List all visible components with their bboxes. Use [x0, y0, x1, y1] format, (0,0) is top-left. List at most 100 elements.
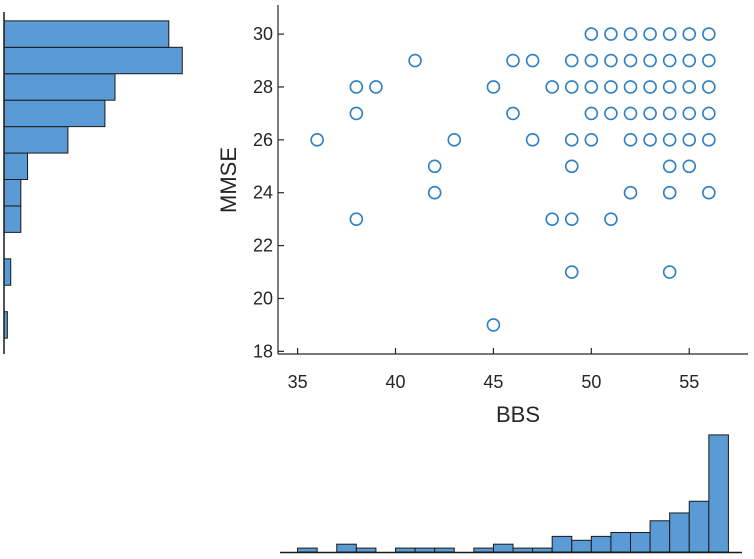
- data-point: [427, 159, 442, 174]
- data-point: [623, 27, 638, 41]
- data-point: [623, 80, 638, 94]
- data-point: [564, 159, 579, 174]
- y-tick-label: 24: [253, 183, 273, 203]
- data-point: [643, 27, 657, 41]
- data-point: [486, 80, 501, 94]
- data-point: [702, 27, 716, 41]
- y-tick-label: 30: [253, 24, 273, 44]
- bbs-histogram-bar: [551, 535, 573, 553]
- data-point: [604, 106, 618, 121]
- bbs-histogram-bar: [669, 512, 690, 553]
- data-point: [682, 159, 697, 174]
- y-tick-label: 28: [253, 77, 273, 97]
- x-tick-label: 50: [581, 372, 601, 392]
- mmse-histogram-bar: [3, 20, 170, 48]
- x-tick-label: 40: [385, 372, 405, 392]
- y-axis-title: MMSE: [216, 147, 241, 213]
- x-ticks: 35 40 45 50 55: [288, 348, 699, 392]
- mmse-histogram-bar: [3, 46, 183, 75]
- data-point: [506, 53, 520, 68]
- data-point: [702, 133, 716, 147]
- data-point: [682, 53, 697, 68]
- bbs-histogram-bar: [297, 547, 318, 553]
- data-point: [702, 80, 716, 94]
- data-point: [564, 53, 579, 68]
- data-point: [349, 80, 364, 94]
- bbs-histogram-bar: [414, 547, 436, 553]
- mmse-histogram-bar: [3, 258, 12, 286]
- data-point: [408, 53, 422, 68]
- data-point: [584, 133, 599, 147]
- data-point: [584, 53, 599, 68]
- data-point: [643, 53, 657, 68]
- data-point: [564, 80, 579, 94]
- data-point: [702, 185, 716, 200]
- data-point: [584, 80, 599, 94]
- bbs-histogram-bar: [630, 531, 651, 553]
- data-point: [662, 27, 677, 41]
- data-point: [662, 185, 677, 200]
- data-point: [584, 106, 599, 121]
- data-point: [643, 80, 657, 94]
- bbs-histogram-bar: [532, 547, 553, 553]
- data-point: [662, 53, 677, 68]
- scatter-points: [310, 27, 716, 332]
- mmse-histogram-bar: [3, 205, 22, 233]
- data-point: [662, 80, 677, 94]
- bbs-histogram-bar: [492, 543, 514, 553]
- data-point: [643, 133, 657, 147]
- data-point: [564, 212, 579, 226]
- bbs-histogram-bar: [473, 547, 494, 553]
- mmse-histogram-bar: [3, 126, 69, 154]
- bbs-histogram-bar: [708, 434, 729, 553]
- data-point: [682, 133, 697, 147]
- data-point: [702, 53, 716, 68]
- data-point: [604, 80, 618, 94]
- data-point: [310, 133, 324, 147]
- data-point: [604, 27, 618, 41]
- bbs-histogram-bar: [590, 535, 612, 553]
- data-point: [349, 106, 364, 121]
- bbs-histogram-bar: [434, 547, 455, 553]
- bbs-histogram-bar: [512, 547, 534, 553]
- data-point: [545, 80, 559, 94]
- y-tick-label: 18: [253, 341, 273, 361]
- data-point: [623, 133, 638, 147]
- bbs-histogram-bar: [571, 539, 592, 553]
- data-point: [369, 80, 383, 94]
- x-tick-label: 55: [679, 372, 699, 392]
- data-point: [427, 185, 442, 200]
- data-point: [564, 133, 579, 147]
- bbs-histogram-bar: [610, 531, 632, 553]
- bbs-histogram-bar: [336, 543, 357, 553]
- data-point: [525, 133, 540, 147]
- y-tick-label: 20: [253, 288, 273, 308]
- x-axis-title: BBS: [496, 402, 540, 427]
- data-point: [486, 318, 501, 332]
- data-point: [525, 53, 540, 68]
- y-tick-label: 22: [253, 236, 273, 256]
- data-point: [662, 133, 677, 147]
- x-tick-label: 45: [483, 372, 503, 392]
- x-tick-label: 35: [288, 372, 308, 392]
- data-point: [682, 80, 697, 94]
- data-point: [447, 133, 462, 147]
- data-point: [682, 27, 697, 41]
- data-point: [662, 159, 677, 174]
- y-tick-label: 26: [253, 130, 273, 150]
- data-point: [506, 106, 520, 121]
- mmse-histogram-bar: [3, 99, 106, 128]
- data-point: [564, 265, 579, 279]
- bbs-histogram-bar: [355, 547, 377, 553]
- data-point: [349, 212, 364, 226]
- bbs-histogram-bar: [649, 520, 671, 553]
- data-point: [623, 185, 638, 200]
- bbs-histogram-bar: [688, 500, 710, 553]
- y-ticks: 18 20 22 24 26 28 30: [253, 24, 284, 361]
- data-point: [604, 53, 618, 68]
- data-point: [623, 53, 638, 68]
- mmse-histogram-bar: [3, 179, 22, 207]
- data-point: [584, 27, 599, 41]
- data-point: [662, 265, 677, 279]
